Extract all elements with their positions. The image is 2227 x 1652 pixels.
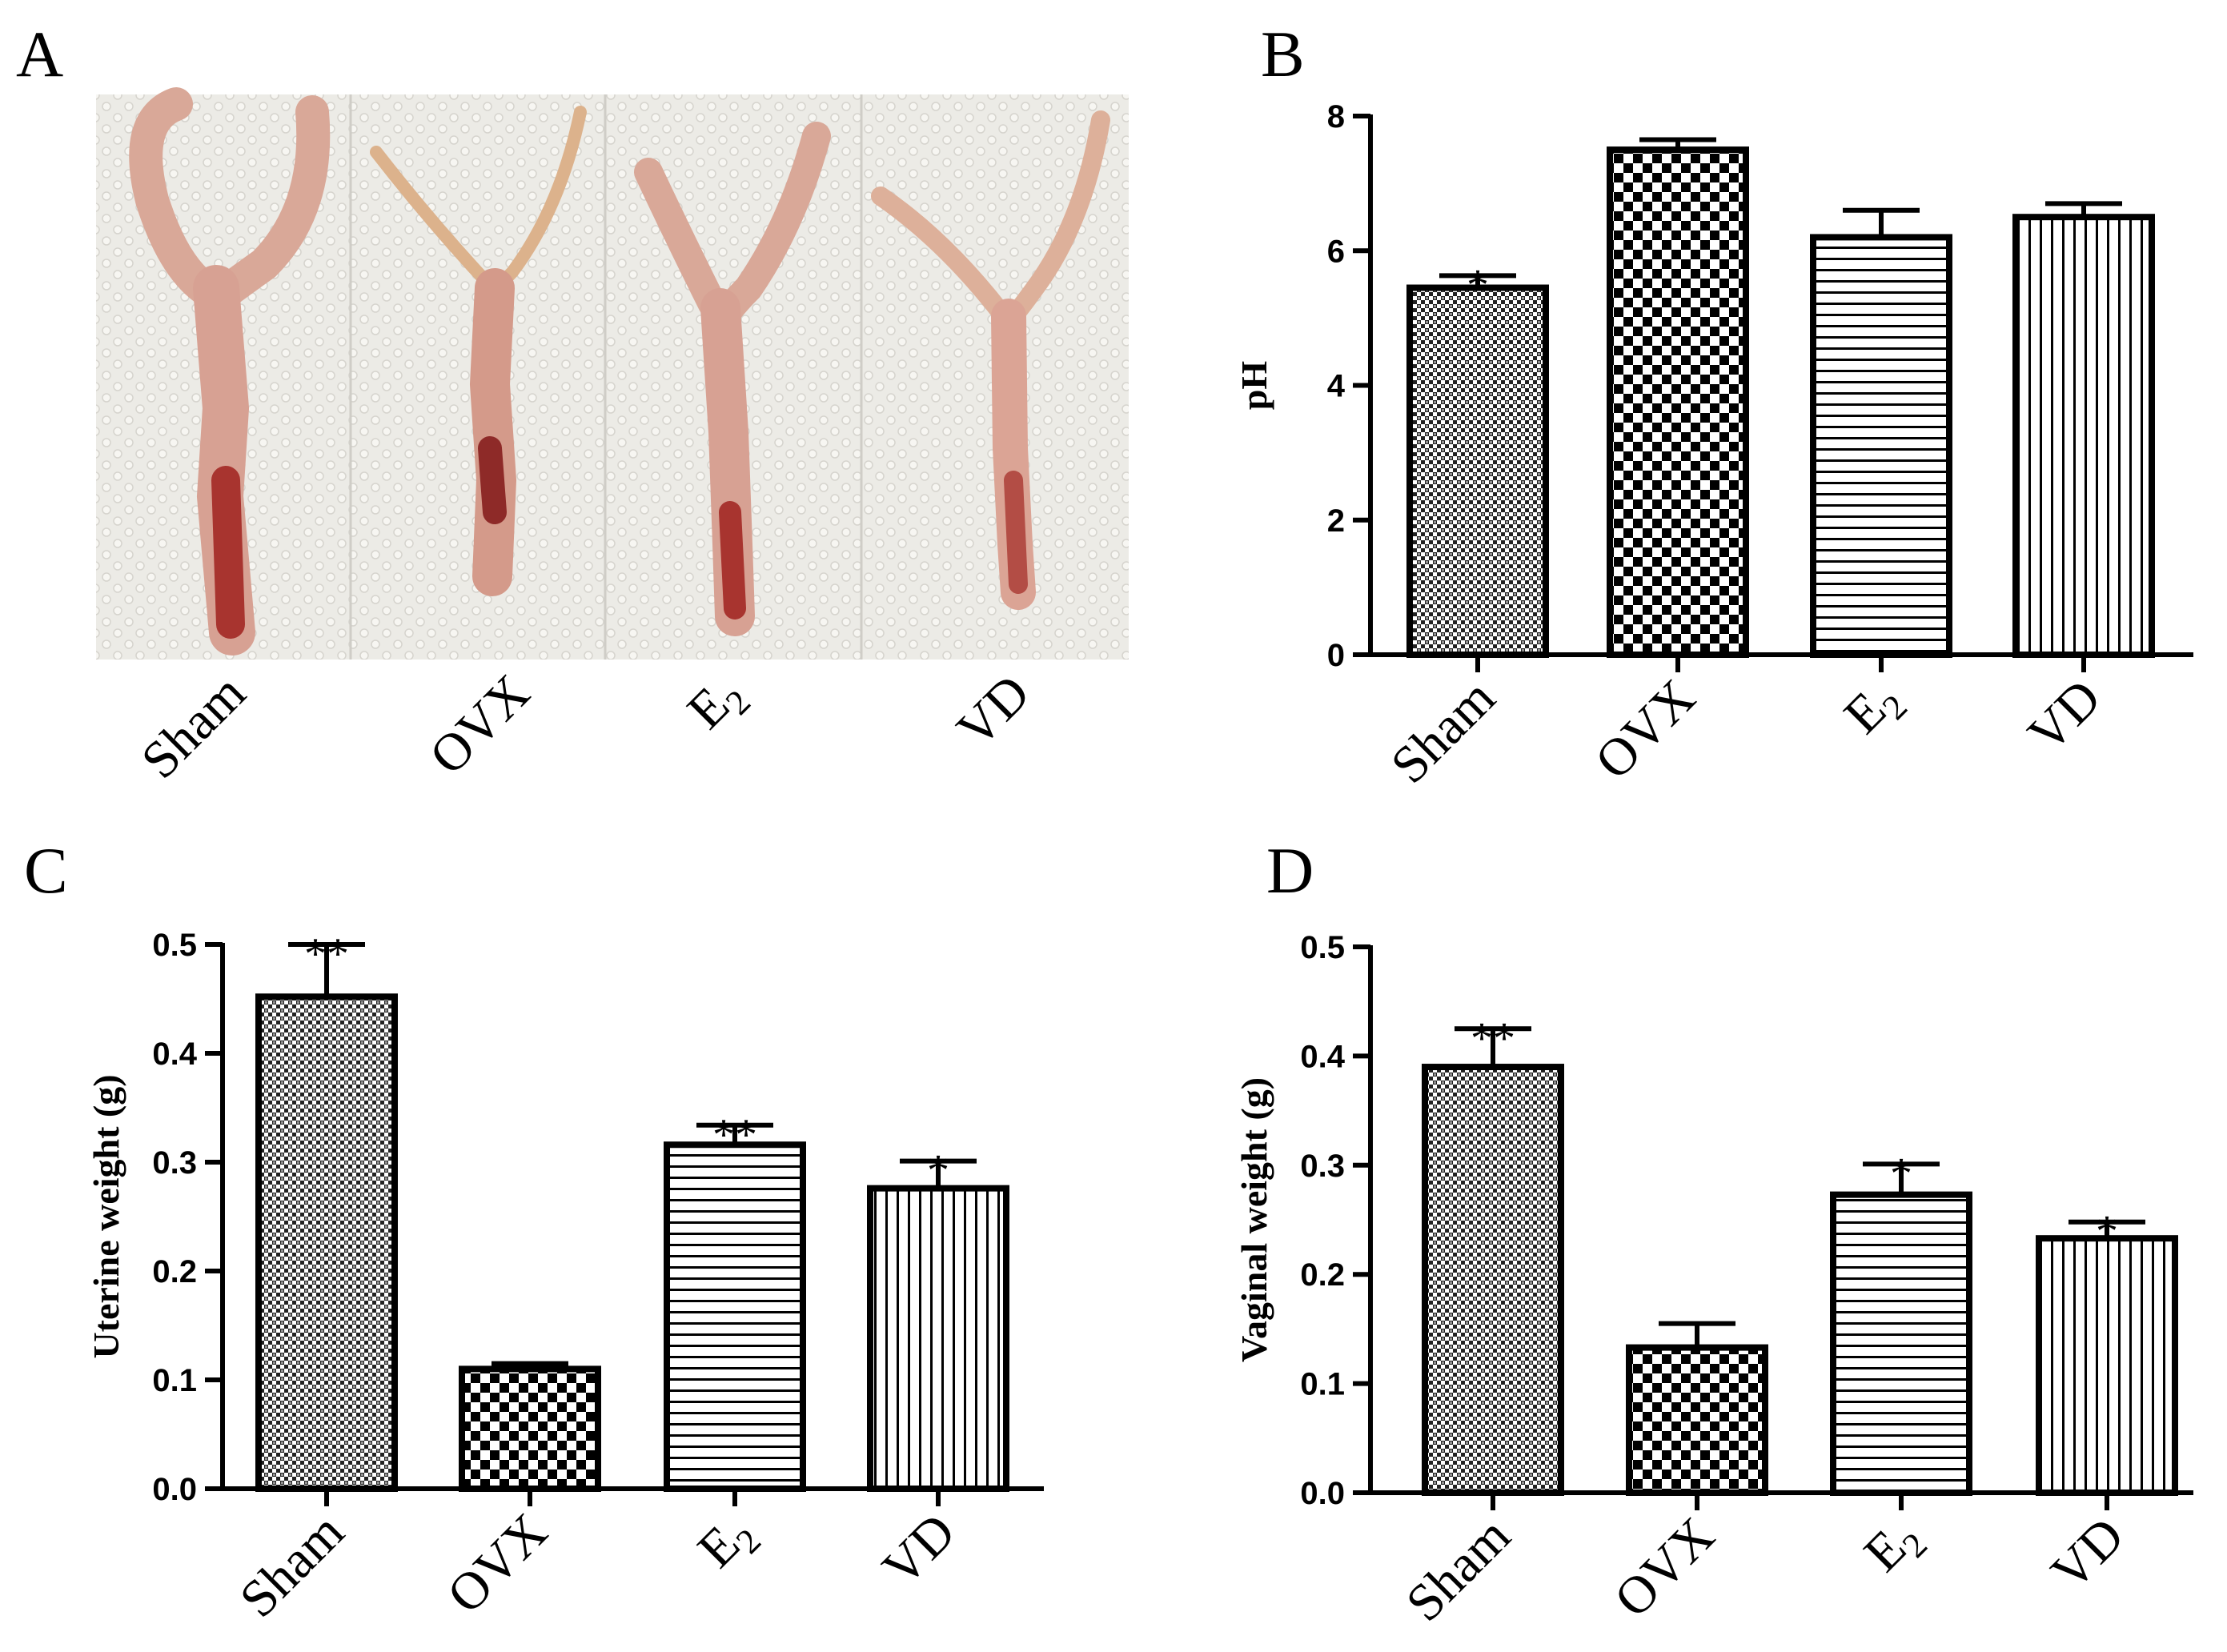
specimen-e2 [634, 122, 831, 636]
y-tick-label: 0.2 [152, 1254, 197, 1289]
significance-marker: * [1890, 1149, 1912, 1198]
specimen-sham [129, 87, 331, 656]
y-axis-label: pH [1234, 361, 1274, 411]
category-label: OVX [419, 664, 541, 786]
bar-e2 [1830, 1191, 1972, 1497]
bar-ovx [1607, 146, 1749, 658]
category-label: VD [2017, 668, 2113, 764]
bar-sham [1422, 1064, 1564, 1497]
y-tick-label: 0.1 [1300, 1367, 1345, 1402]
category-label: Sham [130, 664, 257, 790]
y-tick-label: 0.0 [152, 1472, 197, 1507]
y-tick-label: 0.2 [1300, 1257, 1345, 1293]
significance-marker: ** [304, 929, 349, 979]
bar-sham [255, 993, 398, 1492]
specimen-photograph [96, 87, 1129, 660]
category-label: E2 [676, 664, 758, 745]
y-tick-label: 0.3 [1300, 1149, 1345, 1184]
panel-label-d: D [1266, 834, 1314, 907]
panel-label-b: B [1261, 18, 1305, 90]
category-label: OVX [436, 1502, 559, 1625]
chart-uterine-weight: 0.0 0.1 0.2 0.3 0.4 0.5 Uterine weight (g) ** Sh… [86, 928, 1044, 1629]
y-tick-label: 0.1 [152, 1363, 197, 1398]
y-tick-label: 0.0 [1300, 1476, 1345, 1511]
y-tick-label: 6 [1327, 234, 1345, 269]
y-tick-label: 0 [1327, 638, 1345, 673]
panel-label-a: A [16, 18, 63, 90]
y-tick-label: 0.3 [152, 1145, 197, 1181]
significance-marker: * [2096, 1207, 2118, 1257]
y-axis-label: Uterine weight (g) [86, 1074, 126, 1358]
bar-e2 [1810, 234, 1952, 658]
category-label: E2 [687, 1502, 768, 1584]
significance-marker: ** [712, 1110, 757, 1160]
photo-category-labels: Sham OVX E2 VD [130, 664, 1041, 790]
bar-e2 [664, 1141, 806, 1492]
category-label: Sham [1380, 668, 1507, 795]
y-tick-label: 0.5 [1300, 930, 1345, 965]
chart-ph: 0 2 4 6 8 pH * Sham OVX E2 VD [1234, 99, 2193, 795]
bar-vd [2036, 1235, 2178, 1496]
panel-label-c: C [24, 834, 68, 907]
category-label: E2 [1853, 1506, 1935, 1588]
category-label: Sham [229, 1502, 355, 1629]
y-axis-label: Vaginal weight (g) [1234, 1077, 1274, 1362]
y-tick-label: 0.4 [152, 1037, 197, 1072]
bar-vd [867, 1185, 1009, 1492]
bar-sham [1406, 284, 1549, 658]
significance-marker: ** [1471, 1013, 1515, 1063]
significance-marker: * [1467, 260, 1489, 310]
bar-vd [2012, 214, 2155, 658]
category-label: VD [2040, 1506, 2136, 1602]
specimen-vd [871, 110, 1110, 610]
category-label: E2 [1833, 668, 1915, 750]
bar-ovx [459, 1365, 601, 1493]
y-tick-label: 4 [1327, 369, 1346, 404]
y-tick-label: 0.4 [1300, 1039, 1345, 1074]
category-label: VD [946, 664, 1041, 759]
photo-background [96, 94, 1129, 660]
y-tick-label: 8 [1327, 99, 1345, 134]
specimen-ovx [370, 106, 587, 596]
category-label: VD [872, 1502, 967, 1598]
significance-marker: * [927, 1146, 949, 1196]
category-label: OVX [1584, 668, 1707, 791]
category-label: Sham [1395, 1506, 1522, 1633]
bar-ovx [1626, 1344, 1768, 1497]
y-tick-label: 2 [1327, 503, 1345, 539]
category-label: OVX [1603, 1506, 1726, 1629]
y-tick-label: 0.5 [152, 928, 197, 963]
